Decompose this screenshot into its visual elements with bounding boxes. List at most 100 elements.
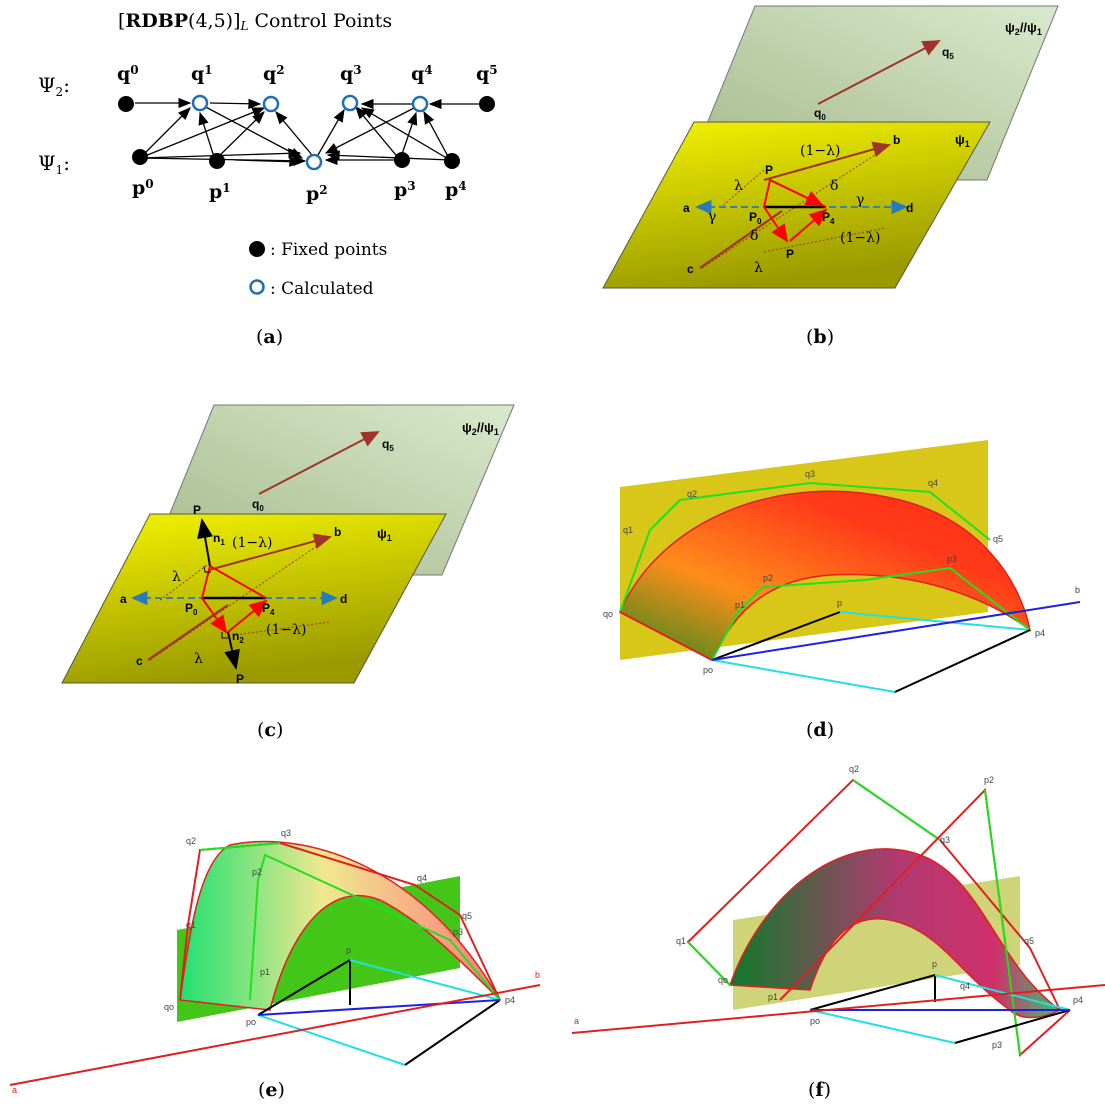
panel-e: q2 q3 q4 q5 q1 qo p2 p1 p3 p4 p po a b (…: [9, 828, 541, 1101]
q5-label: q5: [476, 63, 498, 85]
panel-e-labels: q2 q3 q4 q5 q1 qo p2 p1 p3 p4 p po a b: [12, 828, 540, 1095]
p-d-dotted: [763, 227, 886, 253]
q2-label: q2: [263, 63, 285, 85]
b-label-b: b: [893, 133, 900, 147]
a-axis: [571, 984, 1105, 1034]
q3-label: q3: [340, 63, 362, 85]
delta-upper-b: δ: [830, 178, 838, 194]
q1-label: q1: [191, 63, 213, 85]
label-q4: q4: [960, 981, 970, 991]
cyan-p4-black: [954, 1009, 1071, 1044]
p-control-polygon: [249, 853, 501, 1001]
q5-label-b: q5: [942, 45, 954, 61]
label-qo: qo: [164, 1002, 174, 1012]
one-minus-lambda-lower-c: (1−λ): [266, 622, 306, 638]
p-upper-label-c: P: [193, 503, 201, 517]
control-point-arrows: [135, 97, 486, 167]
delta-lower-b: δ: [750, 228, 758, 244]
q1-point: [191, 94, 209, 112]
panel-d: qo q1 q2 q3 q4 q5 p1 p2 p3 p4 p po b (d): [603, 440, 1081, 741]
psi1-label: ψ1: [377, 526, 392, 543]
p0-label-b: P0: [749, 210, 762, 226]
p4-label-b: P4: [822, 210, 835, 226]
c-label-c: c: [136, 654, 143, 668]
panel-a-title: [RDBP(4,5)]L Control Points: [118, 10, 392, 33]
c-vector: [699, 210, 783, 269]
q2-point: [262, 95, 280, 113]
label-p1: p1: [260, 967, 270, 977]
caption-c: (c): [257, 719, 283, 741]
one-minus-lambda-upper-b: (1−λ): [800, 143, 840, 159]
caption-e: (e): [258, 1079, 285, 1101]
q4-label: q4: [411, 63, 433, 85]
p-control-polygon: [711, 566, 1031, 661]
label-q3: q3: [805, 469, 815, 479]
label-q5: q5: [993, 534, 1003, 544]
q2-q3-green: [199, 842, 281, 851]
label-a: a: [574, 1016, 579, 1026]
p-p4-red: [227, 599, 268, 633]
n1-label-c: n1: [213, 531, 225, 547]
one-minus-lambda-upper-c: (1−λ): [232, 535, 272, 551]
label-p1: p1: [735, 600, 745, 610]
psi2-row-label: Ψ2:: [38, 73, 70, 99]
n2-normal-vector: [224, 631, 240, 670]
p-lower-label-b: P: [786, 247, 794, 261]
p3-point: [394, 152, 410, 168]
p0-point: [132, 149, 148, 165]
panel-f: q2 p2 q3 q1 q5 qo p1 p q4 p4 po p3 a (f): [571, 764, 1105, 1101]
panel-b-greek-labels: λ λ (1−λ) (1−λ) γ γ δ δ: [708, 143, 880, 276]
n2-label-c: n2: [232, 629, 244, 645]
label-p: p: [837, 598, 842, 608]
p4-point: [444, 153, 460, 169]
label-po: po: [810, 1016, 820, 1026]
b-axis: [711, 601, 1081, 661]
label-q2: q2: [849, 764, 859, 774]
p4-label: p4: [445, 179, 467, 201]
panel-b: ψ2//ψ1 ψ1 q0 q5 a b c d P P P0 P4 λ λ (: [602, 5, 1059, 348]
label-q5: q5: [1024, 936, 1034, 946]
lower-red-vector: [763, 206, 789, 243]
b-axis-blue: [257, 999, 501, 1016]
q2-q3-green: [852, 779, 941, 841]
p0-label: p0: [132, 177, 154, 199]
p-p4-cyan: [934, 974, 1071, 1011]
q4-point: [411, 95, 429, 113]
label-po: po: [703, 665, 713, 675]
panel-b-point-labels: a b c d P P P0 P4: [683, 133, 913, 276]
label-q4: q4: [928, 478, 938, 488]
q-control-polygon: [619, 481, 991, 613]
psi2-psi1-label: ψ2//ψ1: [1005, 20, 1042, 37]
caption-d: (d): [806, 719, 834, 741]
label-q1: q1: [623, 525, 633, 535]
q5-label-c: q5: [382, 437, 394, 453]
p1-point: [209, 153, 225, 169]
label-p2: p2: [763, 573, 773, 583]
panel-a: [RDBP(4,5)]L Control Points Ψ2: Ψ1:: [38, 10, 498, 348]
label-p: p: [346, 945, 351, 955]
psi2-psi1-label: ψ2//ψ1: [462, 420, 499, 437]
label-b: b: [535, 970, 540, 980]
legend-calc-marker: [249, 279, 265, 295]
label-q1: q1: [186, 920, 196, 930]
legend-fixed-marker: [249, 241, 265, 257]
p-upper-label-b: P: [765, 163, 773, 177]
p-p4-red: [789, 208, 828, 242]
b-vector: [208, 533, 332, 571]
p2-point: [305, 153, 323, 171]
caption-f: (f): [808, 1079, 831, 1101]
surface: [179, 840, 501, 1011]
label-q2: q2: [687, 489, 697, 499]
p0-label-c: P0: [185, 601, 198, 617]
lambda-upper-c: λ: [172, 569, 181, 585]
q0-label-b: q0: [814, 106, 826, 122]
label-a: a: [12, 1085, 17, 1095]
po-cyan: [809, 1009, 956, 1044]
label-qo: qo: [603, 609, 613, 619]
c-label-b: c: [687, 262, 694, 276]
label-p4: p4: [1035, 628, 1045, 638]
label-q1: q1: [676, 936, 686, 946]
cyan-p4-black: [404, 999, 501, 1066]
surface: [619, 490, 1032, 662]
label-b: b: [1075, 585, 1080, 595]
